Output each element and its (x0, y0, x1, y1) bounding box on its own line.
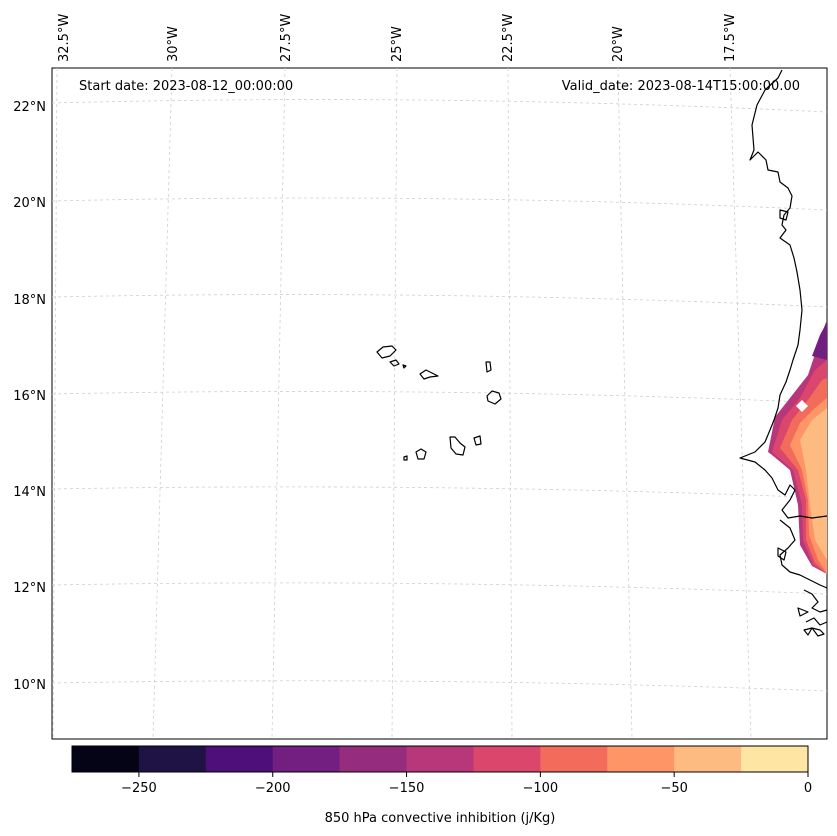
lon-label: 17.5°W (723, 14, 738, 62)
island-sao-vicente (389, 359, 400, 367)
map-frame (51, 67, 828, 740)
graticule (51, 67, 828, 740)
island-sal (485, 361, 492, 373)
cin-contours (768, 322, 827, 574)
colorbar-tick-label: 0 (804, 781, 812, 796)
lon-label: 22.5°W (501, 14, 516, 62)
colorbar-bin (272, 746, 341, 772)
lat-label: 10°N (13, 678, 46, 693)
lon-label: 32.5°W (57, 14, 72, 62)
coastlines (739, 69, 828, 637)
cin-contour-light (800, 408, 827, 560)
colorbar-tick-label: −100 (523, 781, 559, 796)
cin-contour-purple (812, 322, 827, 360)
island-boa-vista (486, 390, 502, 405)
colorbar-outline (71, 745, 809, 773)
latitude-labels: 22°N 20°N 18°N 16°N 14°N 12°N 10°N (13, 100, 46, 693)
lat-label: 16°N (13, 389, 46, 404)
cape-verde-islands (376, 345, 502, 461)
colorbar-bin (741, 746, 809, 772)
colorbar-bin (72, 746, 140, 772)
lon-label: 30°W (166, 26, 181, 62)
lon-label: 20°W (611, 26, 626, 62)
colorbar-bin (607, 746, 675, 772)
colorbar-tick-label: −50 (660, 781, 687, 796)
lat-label: 20°N (13, 196, 46, 211)
start-date-label: Start date: 2023-08-12_00:00:00 (79, 79, 293, 94)
lat-label: 22°N (13, 100, 46, 115)
cin-white-hole (796, 400, 808, 412)
island-brava (403, 455, 408, 461)
colorbar-bin (205, 746, 274, 772)
island-fogo (415, 448, 427, 460)
lon-label: 25°W (390, 26, 405, 62)
island-sao-nicolau (419, 369, 439, 380)
island-santiago (449, 436, 466, 456)
colorbar-tick-label: −250 (121, 781, 157, 796)
island-santo-antao (376, 345, 397, 359)
colorbar-tick-label: −150 (389, 781, 425, 796)
colorbar-bin (406, 746, 474, 772)
lat-label: 14°N (13, 485, 46, 500)
colorbar-tick-label: −200 (255, 781, 291, 796)
colorbar-ticks: −250 −200 −150 −100 −50 0 (121, 772, 812, 796)
lat-label: 18°N (13, 293, 46, 308)
colorbar-bin (339, 746, 408, 772)
colorbar-bin (674, 746, 742, 772)
african-coastline (739, 69, 828, 519)
colorbar-bin (540, 746, 608, 772)
colorbar-bins (72, 746, 809, 772)
island-santa-luzia (402, 364, 407, 369)
longitude-labels: 32.5°W 30°W 27.5°W 25°W 22.5°W 20°W 17.5… (57, 14, 738, 62)
lon-label: 27.5°W (279, 14, 294, 62)
valid-date-label: Valid_date: 2023-08-14T15:00:00.00 (562, 79, 800, 94)
colorbar-bin (138, 746, 207, 772)
island-maio (473, 435, 482, 446)
lat-label: 12°N (13, 581, 46, 596)
colorbar-label: 850 hPa convective inhibition (j/Kg) (325, 811, 556, 826)
colorbar: −250 −200 −150 −100 −50 0 850 hPa convective … (71, 745, 812, 826)
colorbar-bin (473, 746, 541, 772)
